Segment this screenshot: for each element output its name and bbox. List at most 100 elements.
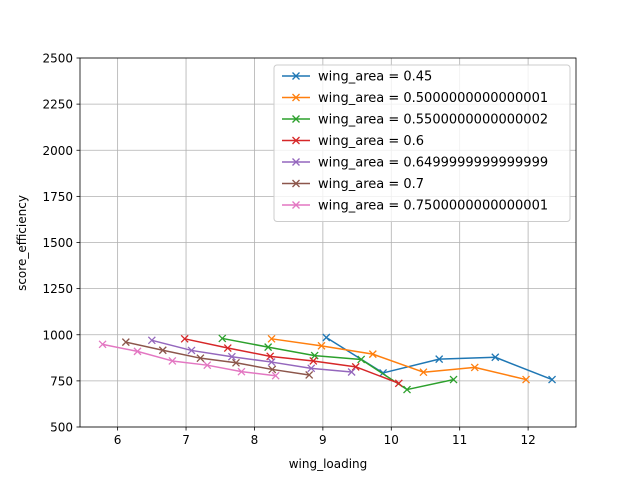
data-point [218, 334, 227, 343]
data-point [271, 371, 280, 380]
data-point [187, 346, 196, 355]
y-tick-label: 1750 [42, 190, 73, 204]
data-point [522, 375, 531, 384]
legend-entry: wing_area = 0.6 [282, 134, 424, 149]
marker-stroke [218, 334, 227, 343]
legend-marker [292, 93, 300, 102]
marker-stroke [98, 340, 107, 349]
series-group [98, 333, 557, 394]
marker-stroke [237, 367, 246, 376]
y-tick-label: 1250 [42, 282, 73, 296]
data-point [305, 371, 314, 379]
data-point [267, 334, 276, 343]
legend-entry: wing_area = 0.7 [282, 177, 424, 192]
marker-stroke [394, 379, 403, 388]
marker-stroke [470, 363, 479, 372]
marker-stroke [292, 115, 300, 123]
marker-stroke [403, 385, 411, 394]
data-point [232, 358, 240, 367]
marker-stroke [322, 333, 331, 342]
legend-marker [292, 115, 300, 123]
data-point [307, 364, 316, 373]
data-point [223, 344, 232, 352]
data-point [147, 336, 156, 345]
marker-stroke [264, 343, 273, 352]
series-1 [267, 334, 531, 384]
series-line [151, 339, 352, 373]
x-tick-label: 7 [182, 433, 190, 447]
marker-stroke [292, 136, 300, 145]
legend-label: wing_area = 0.45 [318, 70, 432, 85]
legend-marker [292, 179, 300, 188]
legend-label: wing_area = 0.6499999999999999 [318, 156, 548, 171]
marker-stroke [317, 341, 326, 350]
legend-entry: wing_area = 0.45 [282, 70, 432, 85]
marker-stroke [133, 347, 142, 356]
data-point [309, 356, 318, 365]
marker-stroke [548, 375, 557, 384]
x-tick-label: 11 [452, 433, 467, 447]
y-axis-label: score_efficiency [15, 195, 29, 291]
x-tick-label: 8 [251, 433, 259, 447]
data-point [121, 338, 130, 347]
marker-stroke [292, 201, 300, 209]
series-line [222, 337, 454, 391]
data-point [394, 379, 403, 388]
legend-entry: wing_area = 0.5000000000000001 [282, 91, 548, 106]
legend-marker [292, 72, 300, 80]
data-point [322, 333, 331, 342]
marker-stroke [203, 361, 212, 370]
marker-stroke [435, 355, 444, 364]
series-line [125, 341, 310, 376]
data-point [98, 340, 107, 349]
legend-box [273, 64, 571, 222]
marker-stroke [147, 336, 156, 345]
marker-stroke [271, 371, 280, 380]
marker-stroke [419, 368, 428, 377]
marker-stroke [491, 353, 500, 362]
legend-marker [292, 158, 300, 166]
data-point [268, 365, 277, 374]
legend-label: wing_area = 0.7 [318, 177, 424, 192]
data-point [347, 368, 356, 376]
marker-stroke [347, 368, 356, 376]
data-point [317, 341, 326, 350]
marker-stroke [292, 158, 300, 166]
marker-stroke [268, 365, 277, 374]
data-point [227, 352, 236, 361]
data-point [196, 354, 205, 363]
x-tick-label: 10 [384, 433, 399, 447]
marker-stroke [309, 356, 318, 365]
data-point [419, 368, 428, 377]
data-point [491, 353, 500, 362]
data-point [203, 361, 212, 370]
marker-stroke [227, 352, 236, 361]
data-point [351, 362, 360, 371]
y-tick-label: 500 [50, 421, 73, 435]
x-tick-label: 12 [520, 433, 535, 447]
marker-stroke [267, 334, 276, 343]
x-tick-label: 9 [319, 433, 327, 447]
marker-stroke [351, 362, 360, 371]
legend-entry: wing_area = 0.7500000000000001 [282, 199, 548, 214]
marker-stroke [158, 346, 167, 355]
legend-entry: wing_area = 0.6499999999999999 [282, 156, 548, 171]
marker-stroke [266, 352, 275, 361]
data-point [180, 334, 189, 343]
y-tick-label: 750 [50, 374, 73, 388]
marker-stroke [292, 179, 300, 188]
legend-label: wing_area = 0.6 [318, 134, 424, 149]
series-line [184, 338, 400, 384]
data-point [449, 375, 458, 384]
legend-label: wing_area = 0.5500000000000002 [318, 113, 548, 128]
marker-stroke [522, 375, 531, 384]
marker-stroke [168, 356, 177, 365]
marker-stroke [292, 93, 300, 102]
data-point [357, 355, 366, 364]
x-axis-label: wing_loading [289, 457, 368, 471]
series-line [102, 343, 276, 377]
marker-stroke [267, 358, 276, 367]
data-point [548, 375, 557, 384]
marker-stroke [196, 354, 205, 363]
